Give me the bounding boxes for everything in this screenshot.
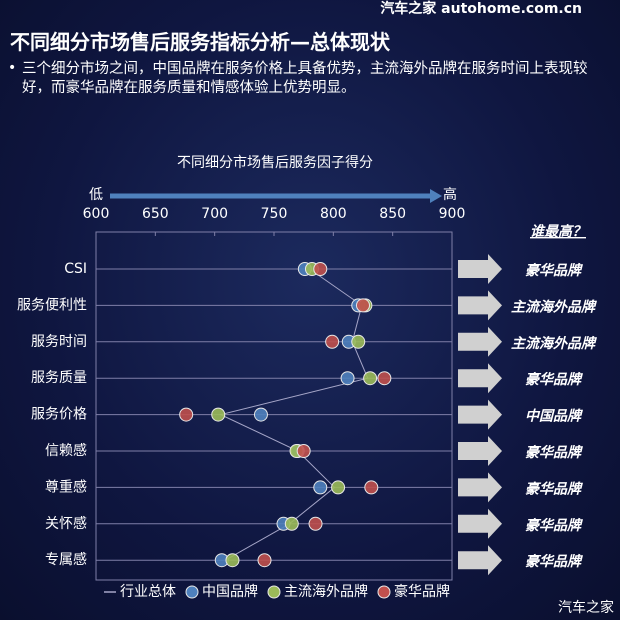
row-arrow [458, 436, 502, 466]
row-arrow [458, 508, 502, 539]
dot [308, 516, 323, 531]
x-tick-label: 900 [439, 206, 466, 222]
dot [284, 516, 299, 531]
slide-title: 不同细分市场售后服务指标分析—总体现状 [10, 30, 390, 54]
category-label: 服务时间 [31, 334, 87, 350]
bullet-dot: • [8, 60, 17, 76]
row-arrow [458, 290, 502, 321]
category-label: 服务质量 [31, 370, 87, 386]
legend-swatch [377, 585, 391, 599]
legend-label: 行业总体 [120, 584, 176, 600]
winner-label: 豪华品牌 [525, 517, 583, 534]
axis-arrow-head [430, 189, 442, 203]
category-label: 关怀感 [45, 515, 87, 532]
winner-label: 主流海外品牌 [511, 298, 597, 315]
row-arrow [458, 326, 502, 357]
row-arrow [458, 545, 502, 576]
category-label: 尊重感 [45, 478, 87, 495]
x-tick-label: 800 [320, 206, 347, 222]
winner-label: 主流海外品牌 [511, 335, 597, 352]
x-tick-label: 700 [201, 206, 228, 222]
x-tick-label: 600 [83, 206, 110, 222]
x-tick-label: 850 [379, 206, 406, 222]
winner-label: 豪华品牌 [525, 371, 583, 388]
dot [296, 444, 311, 458]
bullet-text: 三个细分市场之间，中国品牌在服务价格上具备优势，主流海外品牌在服务时间上表现较好… [22, 61, 588, 96]
category-label: 服务便利性 [17, 297, 87, 313]
dot [211, 407, 226, 422]
dot [179, 407, 194, 422]
dot [257, 553, 272, 568]
watermark: 汽车之家 [558, 599, 614, 616]
dot [331, 480, 346, 495]
winner-label: 豪华品牌 [525, 444, 583, 461]
dot [253, 407, 268, 422]
winner-label: 豪华品牌 [525, 553, 583, 570]
dot [313, 262, 328, 276]
dot [325, 334, 340, 349]
axis-high: 高 [443, 186, 457, 203]
category-label: 服务价格 [31, 407, 87, 423]
dot [363, 371, 378, 386]
dot [364, 480, 379, 495]
row-arrow [458, 363, 502, 394]
dot [313, 480, 328, 495]
x-tick-label: 750 [261, 206, 288, 222]
legend-label: 豪华品牌 [394, 583, 450, 600]
winner-label: 中国品牌 [525, 408, 583, 425]
category-label: CSI [64, 261, 87, 277]
legend-swatch [267, 585, 281, 599]
winner-label: 豪华品牌 [525, 262, 583, 279]
axis-low: 低 [89, 187, 103, 203]
dot [351, 334, 366, 349]
category-label: 信赖感 [45, 442, 87, 459]
watermark: 汽车之家 autohome.com.cn [380, 0, 582, 17]
legend-label: 主流海外品牌 [284, 583, 368, 600]
legend-label: 中国品牌 [202, 583, 258, 600]
dot [340, 371, 355, 386]
category-label: 专属感 [45, 551, 87, 568]
dot [225, 553, 240, 568]
annotation: 谁最高？ [530, 223, 586, 240]
legend-swatch [185, 585, 199, 599]
dot [377, 371, 392, 386]
row-arrow [458, 472, 502, 503]
row-arrow [458, 254, 502, 284]
winner-label: 豪华品牌 [525, 480, 583, 497]
plot-frame [95, 231, 453, 581]
chart-title: 不同细分市场售后服务因子得分 [177, 154, 373, 171]
row-arrow [458, 399, 502, 430]
x-tick-label: 650 [142, 206, 169, 222]
dot [356, 298, 370, 313]
